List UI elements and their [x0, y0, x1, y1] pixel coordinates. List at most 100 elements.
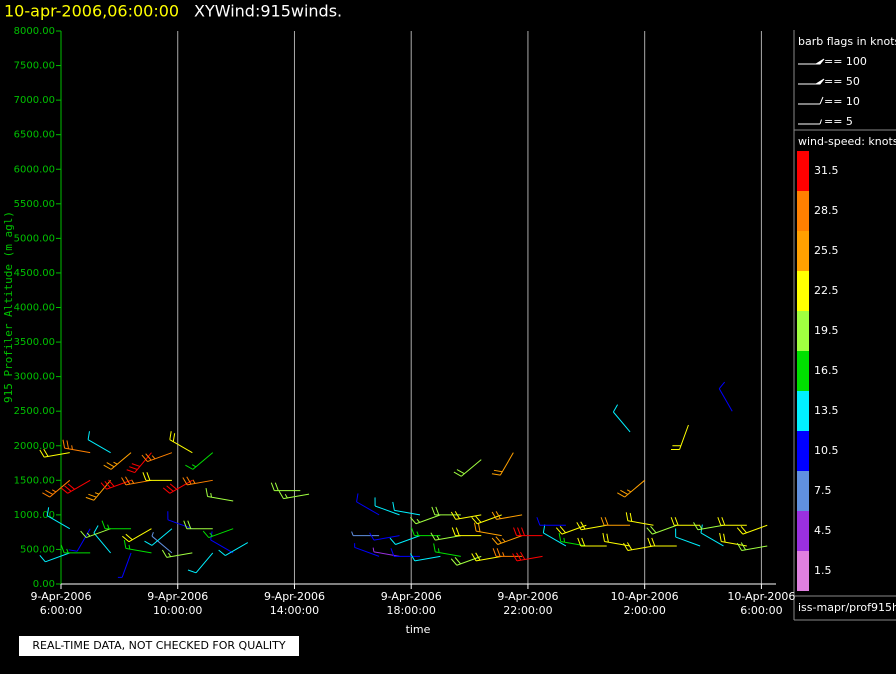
- colorbar-label: 31.5: [814, 164, 839, 177]
- wind-barb: [602, 532, 631, 547]
- wind-barb: [187, 552, 214, 574]
- wind-barb: [356, 493, 380, 516]
- wind-barb: [210, 531, 234, 554]
- wind-barb: [453, 459, 482, 477]
- wind-barb: [46, 507, 71, 530]
- wind-barb: [205, 488, 234, 502]
- wind-barb: [555, 524, 587, 535]
- wind-barb: [717, 517, 747, 526]
- wind-barb: [100, 479, 132, 490]
- colorbar-label: 7.5: [814, 484, 832, 497]
- wind-barb: [161, 549, 193, 558]
- wind-barb: [151, 531, 173, 554]
- wind-barb: [718, 381, 733, 412]
- wind-barb: [167, 511, 193, 530]
- y-tick-label: 5000.00: [14, 233, 55, 244]
- barb-legend-icon: [798, 78, 825, 85]
- colorbar-cell: [797, 311, 809, 351]
- wind-barb: [450, 555, 482, 566]
- x-tick-label: 2:00:00: [623, 604, 665, 617]
- y-tick-label: 4500.00: [14, 268, 55, 279]
- y-tick-label: 4000.00: [14, 303, 55, 314]
- y-tick-label: 1500.00: [14, 475, 55, 486]
- wind-barb: [513, 527, 543, 537]
- x-tick-label: 9-Apr-2006: [147, 590, 208, 603]
- wind-barb: [126, 452, 152, 474]
- barb-legend-label: == 5: [824, 115, 853, 128]
- wind-barb: [675, 528, 701, 547]
- y-tick-label: 3500.00: [14, 337, 55, 348]
- wind-barb: [410, 527, 441, 537]
- colorbar-cell: [797, 431, 809, 471]
- y-tick-label: 2000.00: [14, 441, 55, 452]
- colorbar-label: 10.5: [814, 444, 839, 457]
- x-tick-label: 10-Apr-2006: [611, 590, 679, 603]
- wind-barb: [278, 491, 310, 500]
- wind-barb: [576, 521, 607, 531]
- wind-barb: [736, 524, 768, 535]
- wind-barb: [169, 431, 193, 454]
- y-tick-label: 7500.00: [14, 61, 55, 72]
- chart-title: 10-apr-2006,06:00:00: [4, 2, 179, 21]
- wind-barb: [450, 511, 482, 520]
- wind-barb: [577, 537, 607, 547]
- x-tick-label: 18:00:00: [387, 604, 436, 617]
- x-tick-label: 22:00:00: [503, 604, 552, 617]
- wind-barb: [671, 424, 689, 451]
- wind-barb: [202, 528, 234, 539]
- wind-barb: [392, 501, 421, 516]
- y-tick-label: 3000.00: [14, 372, 55, 383]
- y-tick-label: 5500.00: [14, 199, 55, 210]
- wind-barb: [430, 532, 461, 541]
- wind-barb: [625, 512, 654, 526]
- wind-barb: [433, 543, 461, 557]
- colorbar-label: 16.5: [814, 364, 839, 377]
- wind-barb: [142, 472, 172, 481]
- y-tick-label: 7000.00: [14, 95, 55, 106]
- wind-barb: [60, 544, 91, 554]
- barb-legend-icon: [798, 58, 825, 65]
- wind-barb: [536, 517, 566, 526]
- colorbar-cell: [797, 231, 809, 271]
- colorbar-label: 22.5: [814, 284, 839, 297]
- colorbar-label: 25.5: [814, 244, 839, 257]
- barb-legend-label: == 50: [824, 75, 860, 88]
- wind-barb: [471, 514, 502, 525]
- wind-barb: [390, 548, 420, 557]
- colorbar-cell: [797, 511, 809, 551]
- barb-legend-title: barb flags in knots: [798, 35, 896, 48]
- x-axis-label: time: [406, 623, 431, 636]
- wind-barb: [60, 479, 91, 494]
- colorbar-cell: [797, 271, 809, 311]
- wind-barb: [80, 528, 111, 539]
- wind-barb: [693, 522, 724, 531]
- wind-barb: [491, 452, 514, 476]
- wind-barb: [451, 527, 482, 537]
- wind-barb: [270, 482, 301, 492]
- wind-barb: [162, 479, 193, 494]
- y-axis-label: 915 Profiler Altitude (m agl): [2, 211, 15, 403]
- wind-barb: [542, 524, 567, 547]
- x-tick-label: 10:00:00: [153, 604, 202, 617]
- y-tick-label: 6500.00: [14, 130, 55, 141]
- wind-barb: [431, 506, 461, 516]
- barb-legend-label: == 100: [824, 55, 867, 68]
- y-tick-label: 2500.00: [14, 406, 55, 417]
- wind-barb: [85, 479, 111, 501]
- barb-legend-icon: [798, 119, 822, 125]
- x-tick-label: 10-Apr-2006: [727, 590, 795, 603]
- wind-barb: [218, 542, 249, 556]
- wind-barb: [558, 532, 587, 547]
- colorbar-label: 4.5: [814, 524, 832, 537]
- wind-barb: [736, 542, 768, 551]
- wind-barb: [372, 547, 400, 557]
- wind-barb: [512, 551, 543, 562]
- wind-barb: [600, 517, 631, 526]
- wind-barb: [492, 548, 523, 557]
- wind-barb: [39, 448, 70, 458]
- wind-barb: [623, 542, 654, 551]
- x-tick-label: 6:00:00: [740, 604, 782, 617]
- colorbar-cell: [797, 151, 809, 191]
- x-tick-label: 9-Apr-2006: [497, 590, 558, 603]
